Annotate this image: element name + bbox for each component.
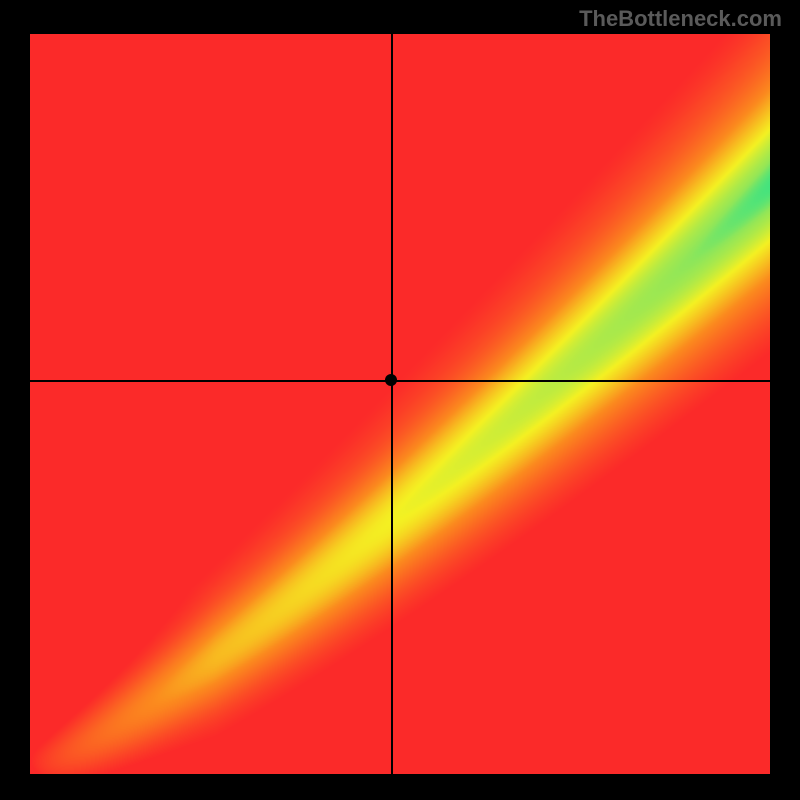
plot-area	[30, 34, 770, 774]
chart-container: TheBottleneck.com	[0, 0, 800, 800]
watermark-text: TheBottleneck.com	[579, 6, 782, 32]
crosshair-horizontal	[30, 380, 770, 382]
heatmap-canvas	[30, 34, 770, 774]
crosshair-vertical	[391, 34, 393, 774]
crosshair-marker	[385, 374, 397, 386]
